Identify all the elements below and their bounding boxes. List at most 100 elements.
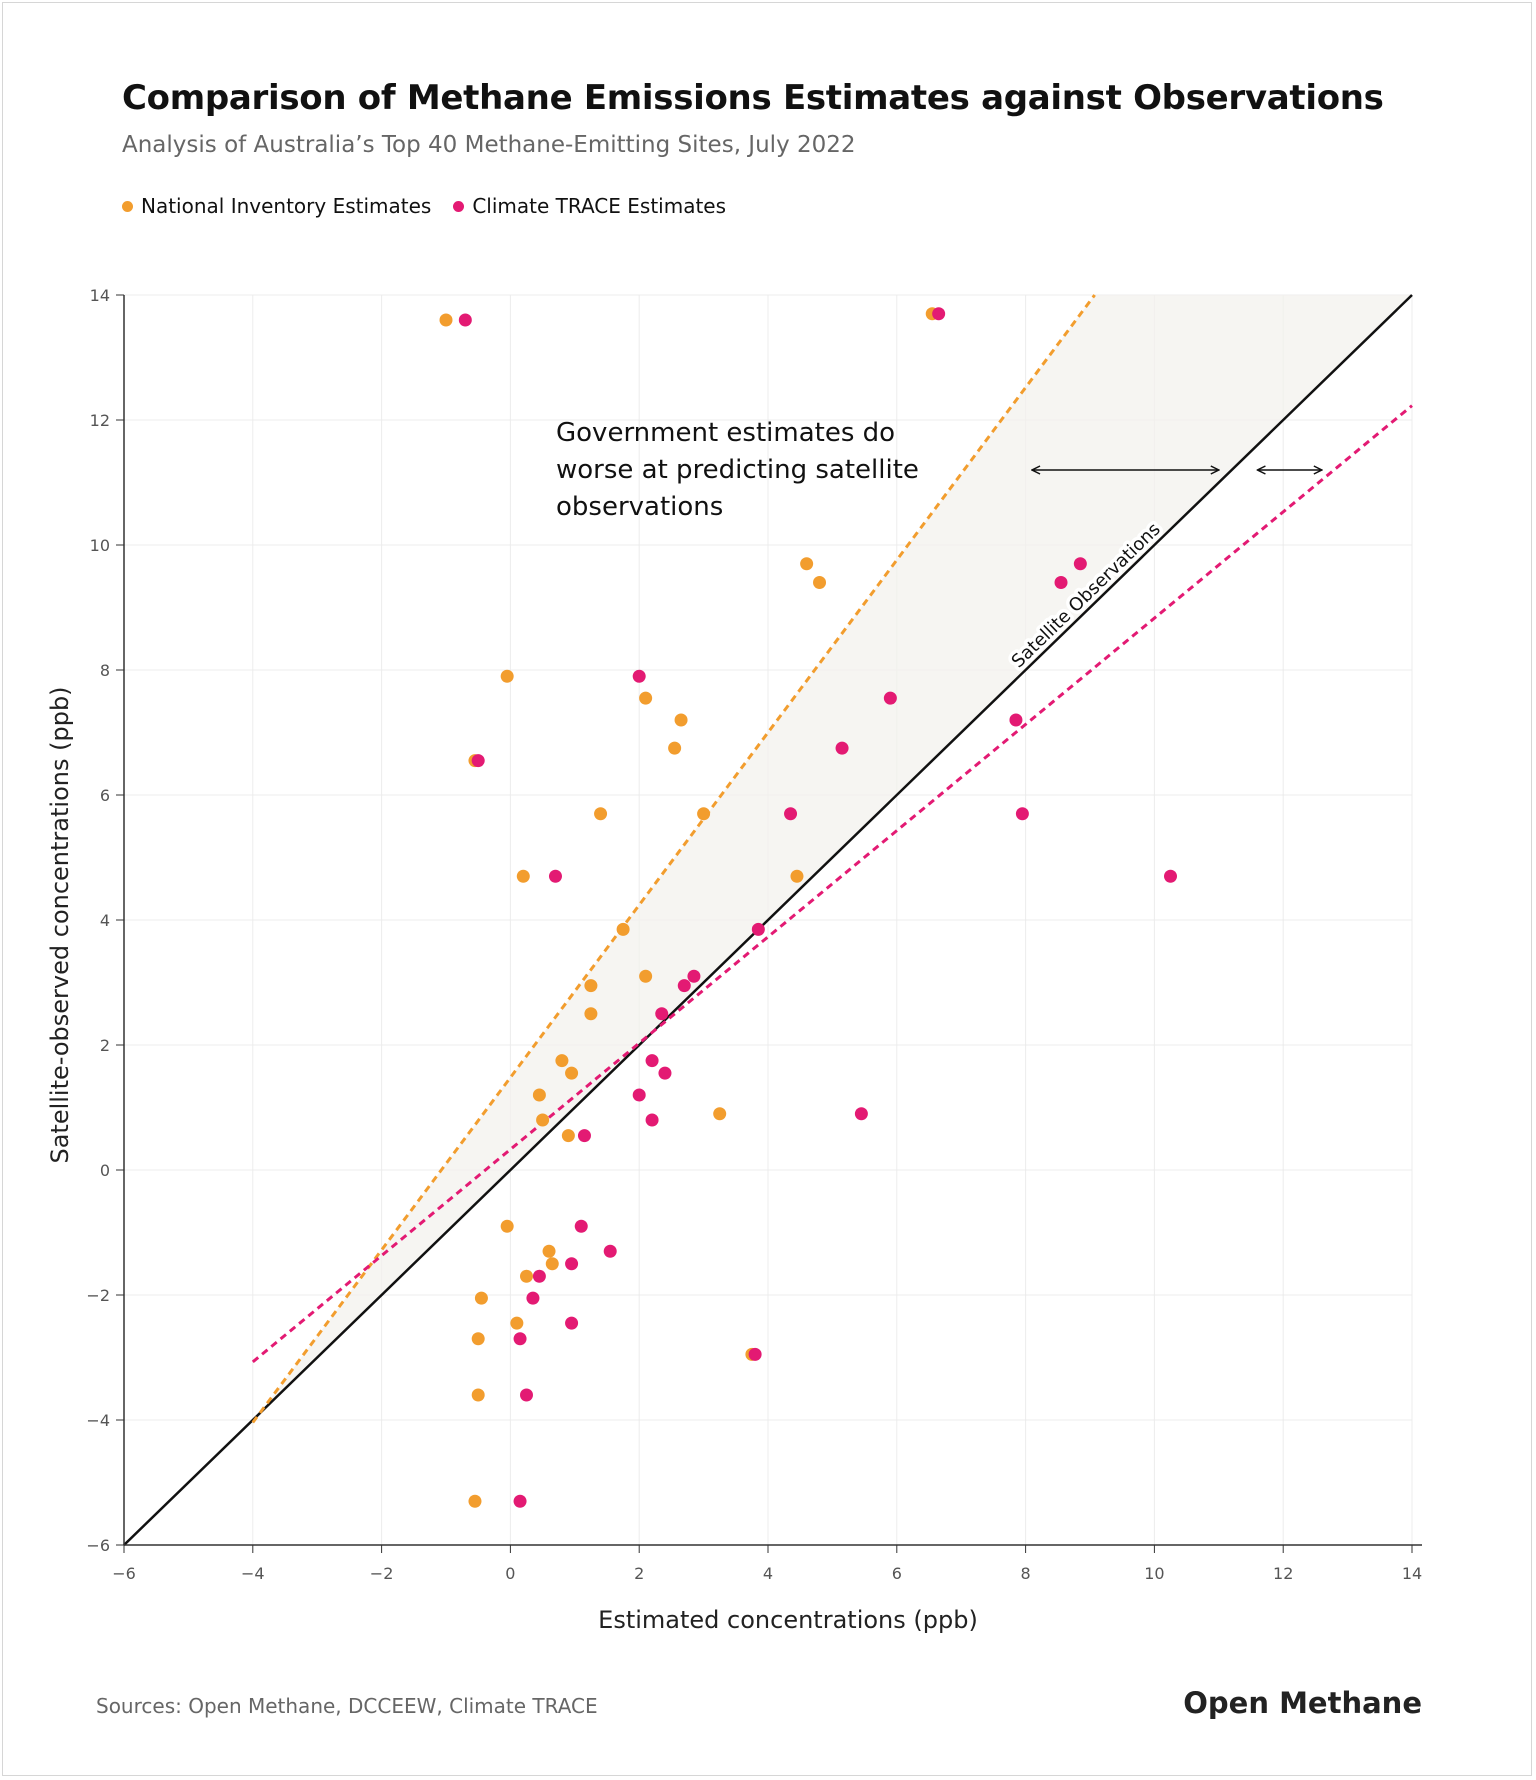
national-inventory-point [561,1129,575,1143]
climate-trace-point [1164,869,1177,883]
national-inventory-point [639,969,653,983]
climate-trace-point [645,1113,659,1127]
climate-trace-point [513,1494,527,1508]
climate-trace-point [677,979,691,993]
x-tick-label: 14 [1402,1564,1422,1583]
x-tick-label: −2 [370,1564,394,1583]
national-inventory-point [471,1388,485,1402]
annotation-line: Government estimates do [556,418,895,448]
chart-title: Comparison of Methane Emissions Estimate… [122,78,1384,118]
national-inventory-point [555,1054,569,1068]
y-tick-label: −6 [86,1536,110,1555]
climate-trace-point [883,691,897,705]
national-inventory-point [468,1494,482,1508]
climate-trace-point [748,1347,762,1361]
x-tick-label: 12 [1273,1564,1293,1583]
national-inventory-point [565,1066,579,1080]
x-tick-label: −6 [112,1564,136,1583]
national-inventory-point [584,1007,598,1021]
trend-lines [123,294,1413,1546]
x-tick-label: 0 [505,1564,515,1583]
national-inventory-point [542,1244,556,1258]
legend-item-climate-trace: Climate TRACE Estimates [453,194,726,218]
climate-trace-point [574,1219,588,1233]
y-tick-label: 4 [100,911,110,930]
climate-trace-point [1009,713,1023,727]
annotation-text: Government estimates do worse at predicti… [556,418,919,522]
national-inventory-point [510,1316,524,1330]
brand-logo-text: Open Methane [1183,1686,1422,1720]
y-axis-title: Satellite-observed concentrations (ppb) [46,686,74,1163]
climate-trace-point [565,1257,579,1271]
national-inventory-point [500,1219,514,1233]
x-axis-title: Estimated concentrations (ppb) [598,1606,978,1634]
climate-trace-point [632,1088,646,1102]
axes: −6−6 −4 −4 −2 −2 0 0 2 2 4 4 6 6 8 8 10 10 12 12 14 14 Estima… [46,286,1422,1634]
legend: National Inventory Estimates Climate TRA… [122,194,726,218]
legend-swatch-national [122,200,133,212]
climate-trace-point [1015,807,1029,821]
national-inventory-point [500,669,514,683]
climate-trace-point [458,313,472,327]
national-inventory-point [674,713,688,727]
climate-trace-point [471,754,485,768]
national-inventory-point [616,922,630,936]
annotation-line: worse at predicting satellite [556,455,919,485]
climate-trace-point [526,1291,540,1305]
national-inventory-point [471,1332,485,1346]
y-tick-label: 8 [100,661,110,680]
climate-trace-point [577,1129,591,1143]
national-inventory-point [536,1113,550,1127]
x-tick-label: 2 [634,1564,644,1583]
national-inventory-fit-line [251,294,1096,1424]
national-inventory-point [813,576,827,589]
chart-subtitle: Analysis of Australia’s Top 40 Methane-E… [122,132,856,158]
national-inventory-point [800,557,814,571]
national-inventory-point [697,807,711,821]
climate-trace-point [784,807,798,821]
y-tick-label: −2 [86,1286,110,1305]
x-tick-label: 10 [1144,1564,1164,1583]
y-tick-label: 2 [100,1036,110,1055]
legend-item-national: National Inventory Estimates [122,194,431,218]
national-inventory-point [545,1257,559,1271]
legend-label-climate-trace: Climate TRACE Estimates [472,194,727,218]
y-tick-label: 10 [90,536,110,555]
climate-trace-point [532,1269,546,1283]
national-inventory-point [713,1107,727,1121]
climate-trace-point [854,1107,868,1121]
climate-trace-point [932,307,946,321]
legend-swatch-climate-trace [453,200,465,212]
climate-trace-point [603,1244,617,1258]
climate-trace-fit-line [251,404,1413,1364]
climate-trace-point [835,741,849,755]
climate-trace-point [645,1054,659,1068]
national-inventory-point [639,691,653,705]
climate-trace-point [548,869,562,883]
y-tick-label: 6 [100,786,110,805]
national-inventory-point [520,1269,533,1283]
national-inventory-point [594,807,608,821]
legend-label-national: National Inventory Estimates [141,194,432,218]
climate-trace-point [655,1007,669,1021]
x-tick-label: −4 [241,1564,265,1583]
y-tick-label: 14 [90,286,110,305]
national-inventory-point [532,1088,546,1102]
data-points [439,307,1177,1508]
climate-trace-point [1073,557,1087,571]
national-inventory-point [516,869,530,883]
climate-trace-point [751,922,765,936]
national-inventory-point [790,869,804,883]
climate-trace-point [658,1066,672,1080]
national-inventory-point [474,1291,488,1305]
x-tick-label: 4 [763,1564,773,1583]
y-tick-label: −4 [86,1411,110,1430]
climate-trace-point [520,1388,533,1402]
y-tick-label: 0 [100,1161,110,1180]
climate-trace-point [632,669,646,683]
sources-note: Sources: Open Methane, DCCEEW, Climate T… [96,1694,598,1718]
satellite-observations-line [123,294,1413,1546]
national-inventory-point [584,979,598,993]
